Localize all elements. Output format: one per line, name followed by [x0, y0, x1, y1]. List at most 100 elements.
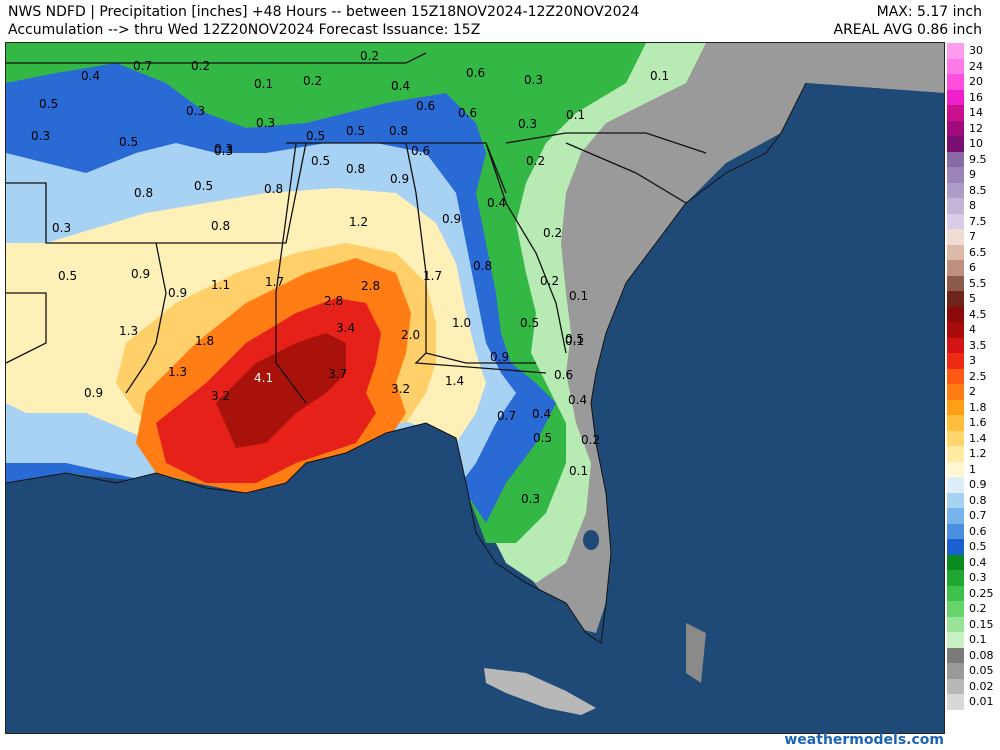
legend-swatch [947, 89, 964, 105]
band-dark-red [216, 333, 346, 448]
legend-label: 0.5 [969, 540, 987, 553]
legend-label: 5 [969, 292, 976, 305]
map-value-label: 0.7 [497, 409, 516, 423]
legend-swatch [947, 430, 964, 446]
legend-label: 1.4 [969, 431, 987, 445]
map-value-label: 0.9 [131, 267, 150, 281]
map-value-label: 0.3 [31, 129, 50, 143]
legend-label: 8.5 [969, 183, 987, 197]
map-value-label: 0.4 [568, 393, 587, 407]
legend-row: 2 [947, 384, 1000, 400]
map-value-label: 0.2 [526, 154, 545, 168]
legend-row: 3 [947, 353, 1000, 369]
legend-swatch [947, 539, 964, 555]
map-value-label: 0.5 [533, 431, 552, 445]
legend-row: 0.7 [947, 508, 1000, 524]
legend-swatch [947, 43, 964, 59]
map-value-label: 0.2 [191, 59, 210, 73]
map-value-label: 0.5 [565, 332, 584, 346]
legend-swatch [947, 523, 964, 539]
map-value-label: 3.7 [328, 367, 347, 381]
legend-swatch [947, 477, 964, 493]
legend-swatch [947, 446, 964, 462]
map-value-label: 0.6 [458, 106, 477, 120]
legend-label: 30 [969, 44, 983, 57]
legend-row: 24 [947, 58, 1000, 74]
legend-swatch [947, 353, 964, 369]
legend-swatch [947, 105, 964, 121]
map-value-label: 0.2 [303, 74, 322, 88]
map-value-label: 0.9 [490, 350, 509, 364]
map-value-label: 0.1 [569, 464, 588, 478]
legend-label: 7.5 [969, 214, 987, 228]
legend-swatch [947, 570, 964, 586]
map-value-label: 0.3 [518, 117, 537, 131]
legend-row: 0.8 [947, 492, 1000, 508]
map-value-label: 0.2 [540, 274, 559, 288]
map-value-label: 1.4 [445, 374, 464, 388]
legend-label: 9.5 [969, 152, 987, 166]
legend-row: 0.01 [947, 694, 1000, 710]
legend-row: 0.9 [947, 477, 1000, 493]
map-value-label: 2.0 [401, 328, 420, 342]
legend-label: 4 [969, 323, 976, 336]
credit-link[interactable]: weathermodels.com [784, 732, 944, 748]
map-value-label: 0.7 [133, 59, 152, 73]
map-value-label: 1.3 [119, 324, 138, 338]
map-value-label: 0.4 [391, 79, 410, 93]
legend-row: 7.5 [947, 213, 1000, 229]
map-value-label: 0.3 [256, 116, 275, 130]
legend-row: 2.5 [947, 368, 1000, 384]
map-value-label: 1.7 [423, 269, 442, 283]
legend-label: 12 [969, 121, 983, 135]
map-value-label: 1.7 [265, 275, 284, 289]
legend-label: 1.8 [969, 400, 987, 414]
precipitation-legend: 30 24 20 16 14 12 10 9.5 9 8.5 8 7.5 7 6.5 6 5.5 5 4.5 4 3.… [947, 43, 1000, 723]
legend-label: 16 [969, 90, 983, 104]
coastline [6, 82, 807, 644]
legend-label: 0.2 [969, 602, 987, 615]
legend-swatch [947, 616, 964, 632]
legend-label: 24 [969, 59, 983, 73]
legend-swatch [947, 337, 964, 353]
map-value-label: 0.3 [214, 142, 233, 156]
map-value-label: 0.4 [81, 69, 100, 83]
legend-swatch [947, 508, 964, 524]
map-value-label: 0.1 [254, 77, 273, 91]
legend-row: 1.2 [947, 446, 1000, 462]
legend-row: 12 [947, 120, 1000, 136]
legend-row: 20 [947, 74, 1000, 90]
map-value-label: 0.5 [306, 129, 325, 143]
legend-label: 0.3 [969, 571, 987, 584]
legend-swatch [947, 58, 964, 74]
legend-label: 0.05 [969, 664, 994, 677]
map-value-label: 0.5 [520, 316, 539, 330]
legend-row: 0.1 [947, 632, 1000, 648]
map-value-label: 0.4 [532, 407, 551, 421]
legend-row: 0.15 [947, 616, 1000, 632]
map-value-label: 1.1 [211, 278, 230, 292]
legend-swatch [947, 198, 964, 214]
map-value-label: 0.8 [211, 219, 230, 233]
map-value-label: 0.3 [186, 104, 205, 118]
legend-label: 4.5 [969, 307, 987, 321]
legend-row: 8 [947, 198, 1000, 214]
map-value-label: 0.5 [119, 135, 138, 149]
map-value-label: 0.6 [466, 66, 485, 80]
legend-row: 1.6 [947, 415, 1000, 431]
legend-label: 0.6 [969, 524, 987, 538]
cuba-land [484, 668, 596, 715]
legend-swatch [947, 663, 964, 679]
legend-label: 1.6 [969, 416, 987, 429]
legend-row: 4 [947, 322, 1000, 338]
map-value-label: 0.5 [194, 179, 213, 193]
precipitation-map: 0.4 0.7 0.2 0.2 0.5 0.1 0.2 0.3 0.4 0.6 0.3 0.1 0.3 0… [5, 42, 945, 734]
map-value-label: 0.1 [569, 289, 588, 303]
map-value-label: 2.8 [324, 294, 343, 308]
legend-swatch [947, 647, 964, 663]
legend-label: 0.7 [969, 509, 987, 522]
legend-row: 8.5 [947, 182, 1000, 198]
map-value-label: 0.2 [543, 226, 562, 240]
legend-swatch [947, 461, 964, 477]
legend-label: 20 [969, 75, 983, 88]
